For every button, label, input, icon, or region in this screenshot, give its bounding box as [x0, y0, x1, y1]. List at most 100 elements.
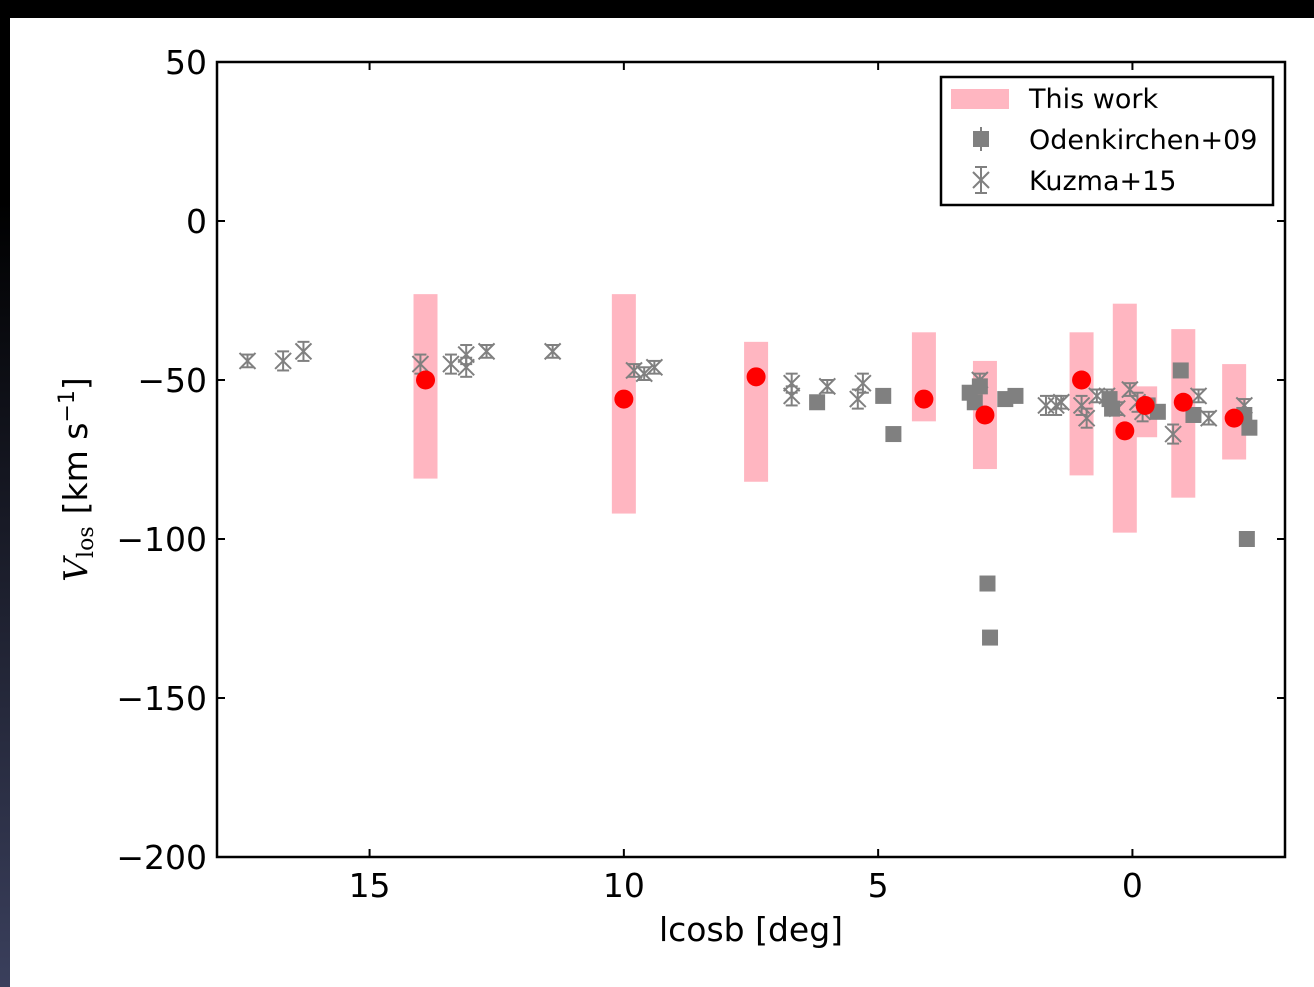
kuzma-x-stroke-b [625, 361, 643, 380]
y-tick-label-4: −150 [116, 679, 207, 718]
legend-key-odenkirchen [973, 127, 989, 151]
kuzma-point-8 [543, 342, 562, 361]
kuzma-x-stroke-b [274, 352, 292, 370]
kuzma-point-10 [635, 364, 653, 383]
kuzma-point-16 [854, 372, 872, 394]
odenkirchen-point-14 [1172, 362, 1189, 379]
x-tick-label-2: 5 [868, 866, 889, 905]
this-work-point-3 [914, 389, 934, 409]
legend-kuzma-x-b [972, 171, 990, 189]
this-work-point-6 [1115, 421, 1135, 441]
kuzma-point-29 [1164, 423, 1182, 445]
this-work-point-4 [975, 405, 995, 425]
kuzma-point-1 [274, 350, 292, 372]
kuzma-point-11 [645, 358, 664, 376]
kuzma-x-stroke-b [849, 390, 867, 408]
odenkirchen-point-5 [971, 378, 988, 395]
kuzma-point-7 [477, 342, 496, 361]
x-axis-label: lcosb [deg] [659, 910, 843, 949]
legend-key-this-work [951, 89, 1009, 109]
kuzma-x-stroke-b [1077, 409, 1096, 427]
odenkirchen-point-2 [885, 426, 902, 443]
kuzma-x-stroke-b [294, 342, 313, 361]
kuzma-x-stroke-b [477, 342, 496, 361]
kuzma-x-stroke-b [1189, 387, 1208, 405]
this-work-point-7 [1135, 395, 1155, 415]
legend-key-kuzma [972, 166, 990, 194]
y-tick-label-5: −200 [116, 838, 207, 877]
kuzma-point-22 [1077, 407, 1096, 429]
kuzma-x-stroke-b [543, 342, 562, 361]
this-work-band-2 [744, 341, 769, 482]
legend-odenkirchen-square [973, 131, 989, 147]
kuzma-point-9 [625, 361, 643, 380]
this-work-point-2 [746, 367, 766, 387]
odenkirchen-point-1 [875, 387, 892, 404]
kuzma-x-stroke-b [457, 358, 475, 376]
y-axis-label: Vlos [km s−1] [55, 377, 99, 582]
kuzma-point-4 [442, 353, 460, 375]
kuzma-x-stroke-b [782, 374, 801, 392]
legend: This work Odenkirchen+09 Kuzma+15 [939, 75, 1275, 207]
odenkirchen-point-17 [1241, 419, 1258, 436]
odenkirchen-point-18 [1238, 531, 1255, 547]
legend-label-odenkirchen: Odenkirchen+09 [1029, 125, 1257, 156]
this-work-point-1 [614, 389, 634, 409]
y-axis-label-main: V [56, 555, 95, 582]
odenkirchen-point-0 [809, 394, 826, 411]
legend-label-this-work: This work [1028, 84, 1158, 115]
kuzma-x-stroke-b [1164, 425, 1182, 443]
this-work-points-layer [416, 367, 1244, 441]
kuzma-x-stroke-b [1121, 380, 1139, 399]
kuzma-x-stroke-b [457, 345, 475, 364]
odenkirchen-layer [809, 362, 1258, 646]
this-work-point-8 [1173, 392, 1193, 412]
odenkirchen-point-15 [1185, 406, 1202, 423]
kuzma-x-stroke-b [818, 377, 836, 396]
y-tick-label-1: 0 [186, 202, 207, 241]
y-tick-label-3: −100 [116, 520, 207, 559]
kuzma-x-stroke-b [645, 358, 664, 376]
kuzma-point-18 [1037, 394, 1055, 416]
x-tick-label-0: 15 [349, 866, 391, 905]
plot-area-frame [215, 60, 1287, 859]
kuzma-x-stroke-b [411, 355, 430, 373]
kuzma-x-stroke-b [1200, 409, 1218, 427]
odenkirchen-point-9 [1007, 387, 1024, 404]
kuzma-x-stroke-b [854, 374, 872, 392]
this-work-point-5 [1072, 370, 1092, 390]
kuzma-x-stroke-b [442, 355, 460, 373]
odenkirchen-point-7 [982, 629, 999, 646]
kuzma-point-0 [238, 352, 257, 370]
legend-label-kuzma: Kuzma+15 [1029, 166, 1176, 197]
kuzma-point-2 [294, 340, 313, 362]
x-tick-label-3: 0 [1122, 866, 1143, 905]
left-edge-shadow [0, 200, 10, 987]
kuzma-point-6 [457, 356, 475, 378]
kuzma-point-14 [818, 377, 836, 396]
kuzma-x-stroke-b [238, 352, 257, 370]
kuzma-point-20 [1052, 393, 1070, 411]
odenkirchen-point-6 [979, 575, 996, 592]
kuzma-x-stroke-b [1052, 393, 1070, 411]
x-tick-label-1: 10 [603, 866, 645, 905]
kuzma-point-30 [1189, 387, 1208, 405]
this-work-band-6 [1112, 303, 1137, 533]
y-axis-label-units: [km s [56, 423, 95, 515]
y-axis-label-sub: los [74, 526, 99, 558]
this-work-point-0 [416, 370, 436, 390]
this-work-point-9 [1224, 408, 1244, 428]
y-tick-label-2: −50 [137, 361, 207, 400]
odenkirchen-point-11 [1104, 400, 1121, 417]
figure-frame: 15 10 5 0 50 0 −50 −100 −150 −200 lcosb [deg] Vlo… [10, 18, 1314, 987]
kuzma-point-13 [782, 385, 801, 407]
kuzma-x-stroke-b [782, 387, 801, 405]
y-tick-label-0: 50 [165, 43, 207, 82]
odenkirchen-point-4 [966, 394, 983, 411]
kuzma-x-stroke-b [1072, 396, 1091, 415]
y-axis-label-close: ] [56, 377, 95, 390]
kuzma-x-stroke-b [635, 364, 653, 383]
kuzma-point-31 [1200, 409, 1218, 427]
